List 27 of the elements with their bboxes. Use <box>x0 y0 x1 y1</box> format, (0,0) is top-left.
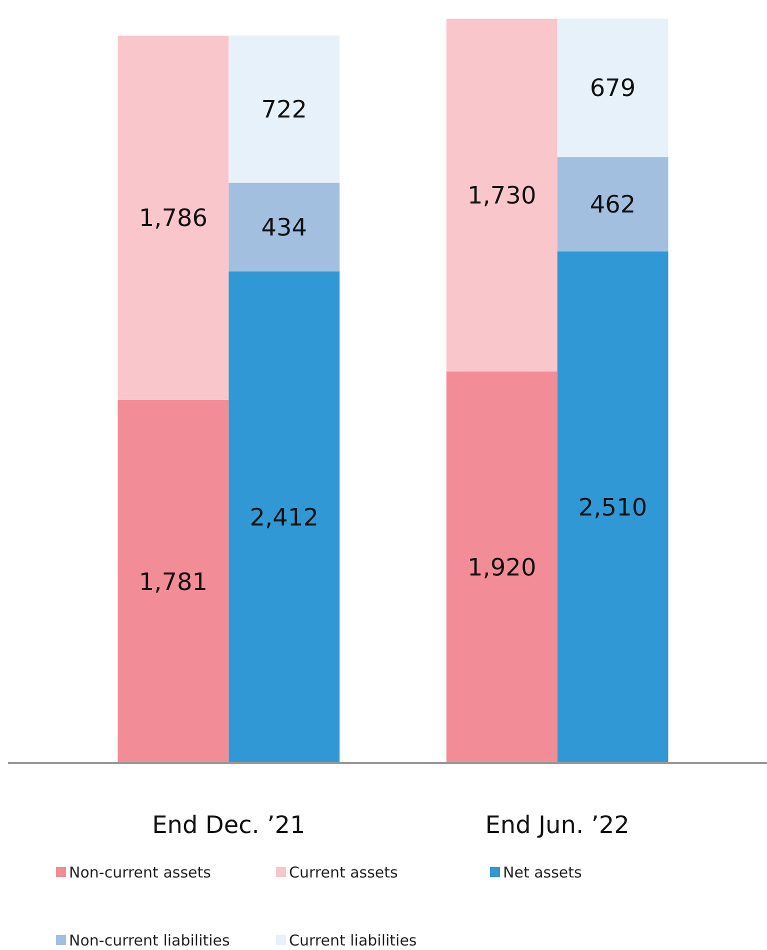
bar <box>118 400 229 763</box>
bar <box>446 18 558 372</box>
legend-label: Non-current assets <box>69 863 212 882</box>
legend-label: Current liabilities <box>289 931 417 950</box>
bar <box>228 271 340 763</box>
data-label: 462 <box>590 190 636 219</box>
data-label: 1,730 <box>468 182 536 210</box>
data-label: 434 <box>261 213 308 242</box>
text: End Dec. ’21 <box>152 811 306 839</box>
bar <box>557 251 668 763</box>
data-label: 679 <box>590 74 636 102</box>
bar <box>446 372 558 763</box>
data-label: 2,510 <box>578 494 648 522</box>
bar <box>228 36 340 183</box>
legend-label: Current assets <box>289 863 398 882</box>
data-label: 1,786 <box>138 204 208 232</box>
data-label: 722 <box>261 96 308 124</box>
bar <box>118 36 229 400</box>
legend-label: Net assets <box>503 863 582 882</box>
text: End Jun. ’22 <box>485 811 630 839</box>
bar <box>557 157 668 252</box>
data-label: 1,781 <box>138 568 208 596</box>
legend-label: Non-current liabilities <box>69 931 230 950</box>
bar <box>557 18 668 158</box>
bar <box>228 182 340 272</box>
data-label: 2,412 <box>250 504 318 532</box>
data-label: 1,920 <box>468 554 536 582</box>
